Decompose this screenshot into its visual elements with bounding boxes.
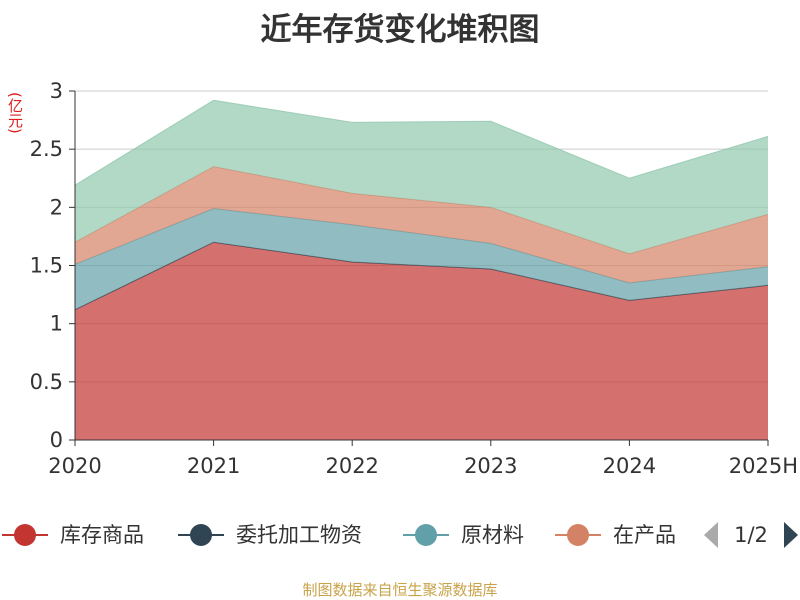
x-tick-label: 2020	[48, 454, 101, 478]
source-note: 制图数据来自恒生聚源数据库	[302, 581, 498, 599]
legend-label: 原材料	[461, 523, 524, 547]
y-tick-label: 0	[50, 428, 63, 452]
legend-item-2[interactable]: 委托加工物资	[178, 523, 362, 547]
y-tick-label: 2	[50, 195, 63, 219]
legend-label: 库存商品	[60, 523, 144, 547]
x-tick-label: 2022	[325, 454, 378, 478]
legend-marker	[14, 524, 36, 546]
axes: 0 0.5 1 1.5 2 2.5 3 2020 2021 2022 2023 2024 2025H	[30, 79, 798, 478]
area-series-4[interactable]	[75, 166, 768, 283]
legend-items: 库存商品 委托加工物资 原材料 在产品	[2, 523, 676, 547]
legend-prev-page-icon[interactable]	[704, 522, 718, 548]
legend-page-indicator: 1/2	[734, 523, 768, 547]
legend-item-4[interactable]: 在产品	[555, 523, 676, 547]
x-tick-label: 2025H	[729, 454, 798, 478]
x-tick-label: 2024	[603, 454, 656, 478]
legend-next-page-icon[interactable]	[784, 522, 798, 548]
y-tick-label: 0.5	[30, 370, 63, 394]
y-tick-label: 1.5	[30, 254, 63, 278]
chart-title: 近年存货变化堆积图	[260, 12, 540, 48]
legend-marker	[567, 524, 589, 546]
series-line-5	[74, 99, 769, 186]
legend-label: 在产品	[613, 523, 676, 547]
legend-pager[interactable]: 1/2	[704, 522, 798, 548]
legend-item-1[interactable]: 库存商品	[2, 523, 144, 547]
x-tick-label: 2021	[187, 454, 240, 478]
y-tick-label: 1	[50, 312, 63, 336]
legend-marker	[415, 524, 437, 546]
x-tick-label: 2023	[464, 454, 517, 478]
legend-item-3[interactable]: 原材料	[403, 523, 524, 547]
y-tick-label: 3	[50, 79, 63, 103]
y-tick-label: 2.5	[30, 137, 63, 161]
legend-label: 委托加工物资	[236, 523, 362, 547]
area-series-layer	[74, 99, 769, 440]
legend-marker	[190, 524, 212, 546]
y-axis-unit-label: (亿元)	[6, 92, 24, 134]
area-series-3[interactable]	[75, 208, 768, 310]
legend[interactable]: 库存商品 委托加工物资 原材料 在产品	[2, 523, 676, 547]
area-series-1[interactable]	[75, 242, 768, 440]
area-series-5[interactable]	[75, 100, 768, 254]
